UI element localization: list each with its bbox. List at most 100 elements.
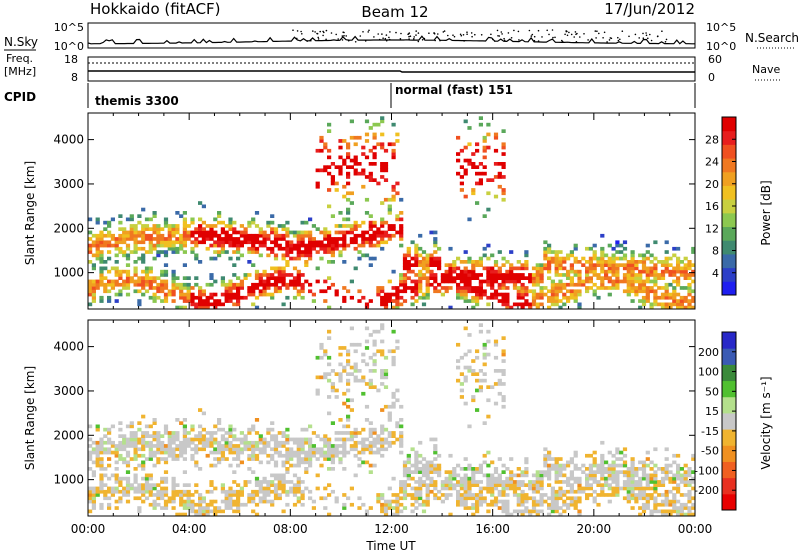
- velocity-cell: [323, 486, 328, 491]
- power-cell: [319, 256, 324, 261]
- power-cell: [490, 266, 495, 271]
- velocity-cell: [630, 473, 635, 478]
- velocity-cell: [224, 431, 229, 435]
- power-cell: [107, 282, 112, 287]
- power-cell: [516, 292, 521, 297]
- velocity-cell: [167, 499, 172, 504]
- power-cell: [505, 276, 510, 280]
- velocity-cell: [463, 365, 468, 370]
- velocity-cell: [194, 509, 199, 514]
- power-cell: [194, 302, 199, 307]
- power-cell: [118, 250, 123, 254]
- power-cell: [376, 230, 381, 235]
- noise-search-label: N.Search: [745, 31, 799, 45]
- velocity-cell: [152, 506, 157, 510]
- velocity-cell: [186, 493, 191, 497]
- cpid-row: CPID themis 3300 normal (fast) 151: [4, 83, 696, 108]
- power-cell: [395, 230, 400, 235]
- noise-search-dot: [645, 34, 648, 37]
- velocity-cell: [330, 388, 335, 393]
- power-cell: [410, 269, 415, 274]
- power-cell: [387, 142, 392, 147]
- velocity-cell: [205, 440, 210, 445]
- velocity-cell: [353, 431, 358, 435]
- power-cell: [383, 292, 389, 297]
- velocity-cell: [258, 437, 263, 442]
- power-cell: [368, 224, 373, 228]
- velocity-cell: [524, 457, 529, 461]
- power-cell: [107, 295, 112, 300]
- velocity-cell: [304, 470, 309, 474]
- freq-unit-label: [MHz]: [4, 65, 36, 78]
- velocity-cell: [607, 467, 612, 471]
- velocity-cell: [110, 424, 115, 429]
- power-cell: [615, 266, 620, 271]
- velocity-cell: [311, 506, 316, 510]
- power-cell: [581, 256, 586, 261]
- velocity-cell: [664, 509, 669, 514]
- power-cell: [152, 224, 157, 228]
- power-cell: [156, 286, 161, 290]
- velocity-cell: [383, 385, 389, 389]
- power-cell: [562, 292, 567, 297]
- velocity-cell: [205, 489, 210, 494]
- velocity-cell: [266, 493, 271, 497]
- power-cell: [114, 253, 119, 258]
- velocity-cell: [327, 372, 332, 376]
- power-ytick-label: 4000: [53, 133, 84, 147]
- power-cell: [383, 230, 389, 235]
- velocity-cell: [217, 444, 222, 448]
- velocity-cell: [512, 473, 518, 478]
- velocity-cell: [418, 480, 423, 484]
- velocity-cell: [585, 467, 590, 471]
- velocity-cell: [456, 489, 461, 494]
- power-cell: [383, 295, 389, 300]
- power-cell: [292, 256, 298, 261]
- power-cell: [569, 295, 574, 300]
- velocity-cell: [581, 486, 586, 491]
- power-cell: [346, 243, 351, 248]
- velocity-cell: [364, 444, 370, 448]
- power-cell: [520, 295, 525, 300]
- velocity-cell: [638, 480, 643, 484]
- power-cell: [270, 295, 275, 300]
- power-cell: [456, 276, 461, 280]
- velocity-cell: [300, 444, 305, 448]
- velocity-cell: [152, 434, 157, 438]
- power-cell: [456, 273, 461, 277]
- velocity-cell: [156, 502, 161, 507]
- velocity-cell: [475, 355, 480, 360]
- velocity-cell: [490, 480, 495, 484]
- power-cell: [399, 276, 404, 280]
- power-cell: [190, 295, 195, 300]
- power-cell: [376, 243, 381, 248]
- velocity-cell: [452, 476, 457, 481]
- velocity-cell: [247, 457, 252, 461]
- velocity-cell: [566, 460, 571, 465]
- velocity-cell: [289, 480, 294, 484]
- power-cell: [547, 256, 552, 261]
- power-cell: [160, 269, 165, 274]
- power-cell: [251, 237, 256, 241]
- velocity-cell: [421, 499, 427, 504]
- power-cell: [125, 256, 131, 261]
- velocity-cell: [497, 476, 502, 481]
- power-cell: [122, 253, 127, 258]
- power-cell: [182, 299, 187, 303]
- velocity-cell: [141, 476, 146, 481]
- power-cell: [547, 299, 552, 303]
- power-cell: [266, 224, 271, 228]
- velocity-cell: [676, 483, 681, 487]
- power-cell: [448, 246, 453, 251]
- velocity-cell: [239, 489, 244, 494]
- power-cell: [198, 299, 203, 303]
- power-cell: [258, 253, 263, 258]
- velocity-cell: [596, 502, 601, 507]
- velocity-cell: [327, 467, 332, 471]
- velocity-cell: [198, 509, 203, 514]
- velocity-cell: [243, 437, 248, 442]
- power-cell: [448, 263, 453, 267]
- velocity-cell: [478, 378, 483, 383]
- velocity-cell: [315, 486, 320, 491]
- velocity-cell: [645, 450, 650, 455]
